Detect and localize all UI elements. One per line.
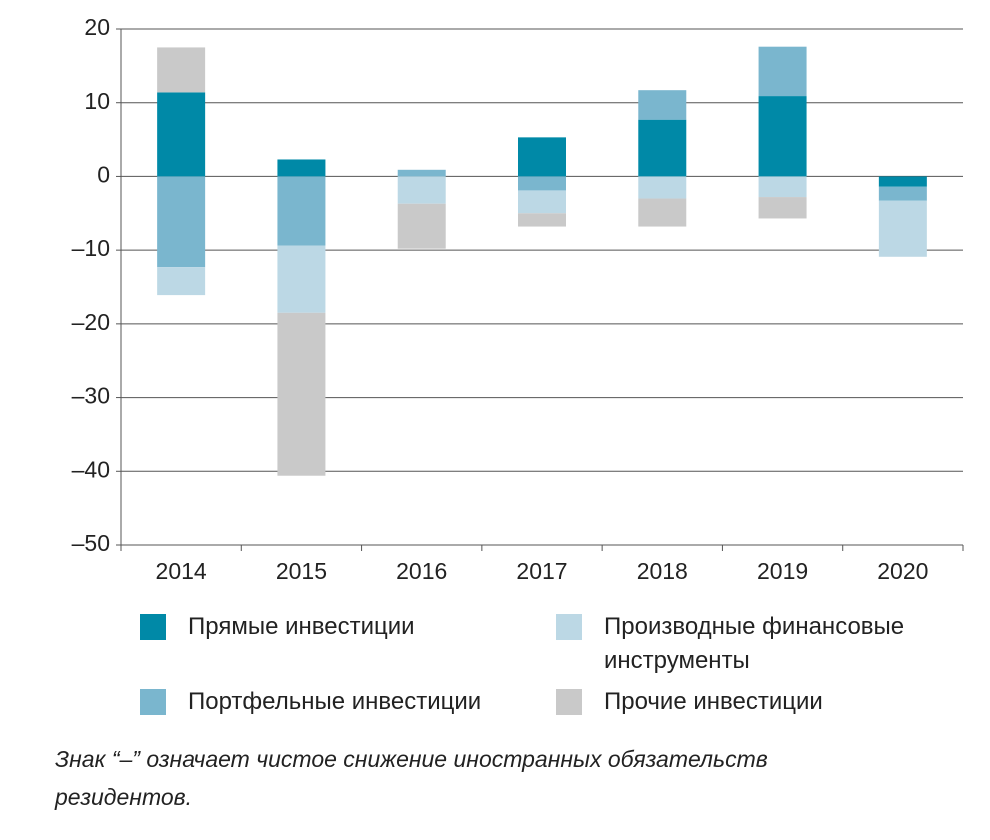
bar-segment [397, 169, 446, 177]
legend-label: Портфельные инвестиции [188, 688, 482, 715]
legend-item: Портфельные инвестиции [140, 685, 520, 719]
y-tick-label: –10 [72, 235, 110, 261]
bar-segment [518, 137, 566, 177]
y-tick-label: –40 [72, 456, 110, 482]
chart: –50 –40 –30 –20 –10 0 10 20 2014 2015 2016 2017 2018… [72, 14, 964, 584]
bar-segment [277, 176, 326, 246]
bar-segment [518, 190, 566, 214]
y-tick-label: –20 [72, 309, 110, 335]
x-tick-label: 2016 [396, 558, 447, 584]
bar-segment [518, 176, 566, 191]
legend-item: Прямые инвестиции [140, 610, 520, 644]
legend-swatch [140, 614, 166, 640]
bar-segment [878, 176, 927, 187]
bar-segment [397, 176, 446, 204]
bar-segment [277, 312, 326, 476]
legend-label: Производные финансовые инструменты [604, 613, 905, 674]
bar-segment [758, 46, 807, 97]
x-tick-label: 2015 [276, 558, 327, 584]
bar-segment [758, 96, 807, 177]
bar-segment [878, 186, 927, 201]
legend-swatch [140, 689, 166, 715]
legend-swatch [556, 614, 582, 640]
bar-segment [397, 203, 446, 249]
bar-segment [277, 159, 326, 177]
bar-segment [518, 213, 566, 227]
x-tick-label: 2020 [877, 558, 928, 584]
x-tick-label: 2014 [156, 558, 207, 584]
bar-segment [638, 90, 687, 120]
bar-segment [157, 176, 206, 268]
legend-label: Прочие инвестиции [604, 688, 823, 715]
bar-segment [638, 176, 687, 199]
legend-item: Прочие инвестиции [556, 685, 916, 719]
bar-segment [758, 176, 807, 198]
bar-segment [157, 92, 206, 177]
bar-segment [638, 119, 687, 177]
legend-item: Производные финансовые инструменты [556, 610, 916, 678]
y-tick-label: 20 [84, 14, 110, 40]
x-tick-label: 2017 [516, 558, 567, 584]
legend-swatch [556, 689, 582, 715]
x-tick-label: 2019 [757, 558, 808, 584]
x-tick-label: 2018 [637, 558, 688, 584]
y-tick-label: –30 [72, 383, 110, 409]
legend-label: Прямые инвестиции [188, 613, 415, 640]
footnote: Знак “–” означает чистое снижение иностр… [55, 746, 768, 810]
bar-segment [277, 245, 326, 313]
bar-segment [878, 200, 927, 257]
bar-segment [638, 198, 687, 227]
y-tick-label: 10 [84, 88, 110, 114]
y-tick-label: 0 [97, 162, 110, 188]
bar-segment [157, 267, 206, 296]
bar-segment [758, 197, 807, 219]
bar-segment [157, 47, 206, 93]
y-tick-label: –50 [72, 530, 110, 556]
